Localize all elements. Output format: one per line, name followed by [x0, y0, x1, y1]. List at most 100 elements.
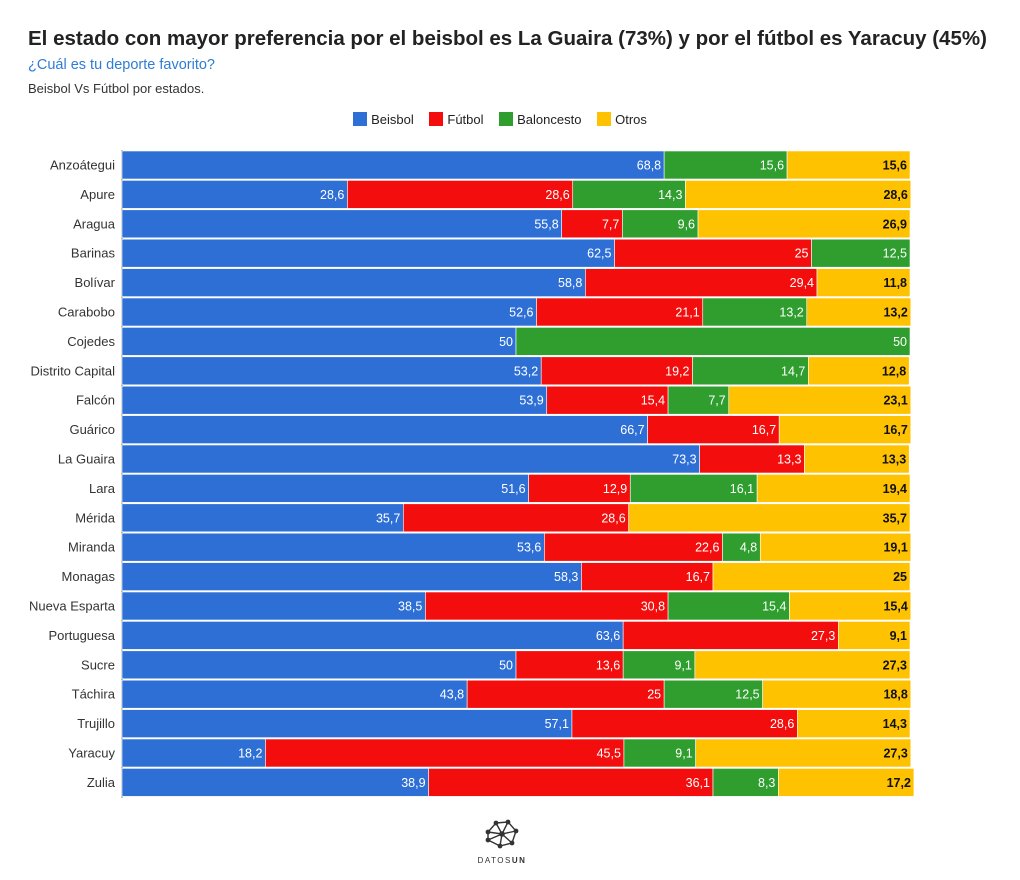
- bar-otros-miranda[interactable]: [759, 532, 912, 562]
- category-label-merida: Mérida: [75, 510, 116, 525]
- bar-otros-la-guaira[interactable]: [804, 444, 910, 474]
- bar-beisbol-barinas[interactable]: [121, 238, 615, 268]
- bar-beisbol-apure[interactable]: [121, 180, 348, 209]
- legend-item-futbol[interactable]: Fútbol: [429, 112, 484, 127]
- bar-futbol-monagas[interactable]: [581, 562, 714, 591]
- data-label-baloncesto-zulia: 8,3: [758, 776, 775, 790]
- bar-futbol-aragua[interactable]: [561, 209, 623, 239]
- data-label-futbol-guarico: 16,7: [752, 423, 776, 437]
- chart-title: El estado con mayor preferencia por el b…: [28, 27, 987, 50]
- bar-futbol-apure[interactable]: [347, 180, 574, 209]
- bar-futbol-la-guaira[interactable]: [699, 444, 805, 474]
- data-label-otros-merida: 35,7: [883, 511, 907, 525]
- legend-item-beisbol[interactable]: Beisbol: [353, 112, 414, 127]
- bar-beisbol-la-guaira[interactable]: [121, 444, 700, 474]
- legend-swatch-baloncesto: [499, 112, 514, 127]
- bar-baloncesto-lara[interactable]: [629, 474, 758, 503]
- bar-otros-lara[interactable]: [756, 474, 911, 503]
- bar-futbol-trujillo[interactable]: [571, 709, 798, 738]
- bar-otros-apure[interactable]: [685, 180, 912, 209]
- bar-futbol-portuguesa[interactable]: [622, 621, 839, 650]
- bar-futbol-nueva-esparta[interactable]: [425, 591, 669, 621]
- bar-futbol-carabobo[interactable]: [536, 297, 704, 327]
- bar-beisbol-anzoategui[interactable]: [121, 150, 665, 180]
- bar-baloncesto-nueva-esparta[interactable]: [667, 591, 790, 621]
- category-label-apure: Apure: [80, 187, 115, 202]
- bar-otros-sucre[interactable]: [694, 650, 911, 680]
- bar-otros-anzoategui[interactable]: [786, 150, 911, 180]
- bar-futbol-distrito-capital[interactable]: [540, 356, 693, 386]
- bar-baloncesto-carabobo[interactable]: [702, 297, 808, 327]
- bar-baloncesto-apure[interactable]: [572, 180, 686, 209]
- logo-text: DATOSUN: [470, 856, 534, 865]
- bar-futbol-zulia[interactable]: [428, 768, 714, 797]
- data-label-otros-anzoategui: 15,6: [883, 159, 907, 173]
- category-label-carabobo: Carabobo: [58, 305, 115, 320]
- data-label-otros-yaracuy: 27,3: [883, 747, 907, 761]
- bar-baloncesto-aragua[interactable]: [622, 209, 699, 239]
- bar-beisbol-carabobo[interactable]: [121, 297, 537, 327]
- bar-beisbol-distrito-capital[interactable]: [121, 356, 542, 386]
- bar-beisbol-monagas[interactable]: [121, 562, 582, 591]
- bar-otros-tachira[interactable]: [762, 679, 912, 709]
- category-label-distrito-capital: Distrito Capital: [30, 363, 115, 378]
- bar-beisbol-falcon[interactable]: [121, 385, 548, 415]
- bar-baloncesto-sucre[interactable]: [622, 650, 696, 680]
- bar-otros-carabobo[interactable]: [806, 297, 912, 327]
- bar-beisbol-merida[interactable]: [121, 503, 404, 533]
- bar-futbol-yaracuy[interactable]: [265, 738, 625, 768]
- bar-otros-portuguesa[interactable]: [837, 621, 911, 650]
- bar-baloncesto-barinas[interactable]: [811, 238, 911, 268]
- bar-baloncesto-yaracuy[interactable]: [623, 738, 696, 768]
- data-label-futbol-falcon: 15,4: [641, 394, 665, 408]
- bar-beisbol-tachira[interactable]: [121, 679, 468, 709]
- bar-otros-guarico[interactable]: [778, 415, 912, 444]
- data-label-baloncesto-sucre: 9,1: [674, 658, 691, 672]
- legend-item-otros[interactable]: Otros: [597, 112, 647, 127]
- bar-otros-falcon[interactable]: [728, 385, 912, 415]
- bar-beisbol-bolivar[interactable]: [121, 268, 586, 297]
- bar-futbol-sucre[interactable]: [515, 650, 624, 680]
- bar-futbol-merida[interactable]: [403, 503, 629, 533]
- bar-otros-nueva-esparta[interactable]: [789, 591, 912, 621]
- bar-futbol-barinas[interactable]: [614, 238, 812, 268]
- bar-beisbol-yaracuy[interactable]: [121, 738, 266, 768]
- data-label-beisbol-zulia: 38,9: [401, 776, 425, 790]
- data-label-otros-miranda: 19,1: [883, 541, 907, 555]
- bar-futbol-bolivar[interactable]: [585, 268, 818, 297]
- data-label-otros-bolivar: 11,8: [883, 276, 907, 290]
- bar-beisbol-lara[interactable]: [121, 474, 529, 503]
- bar-baloncesto-cojedes[interactable]: [515, 327, 911, 356]
- data-label-futbol-bolivar: 29,4: [790, 276, 814, 290]
- category-label-anzoategui: Anzoátegui: [50, 158, 115, 173]
- bar-otros-aragua[interactable]: [697, 209, 911, 239]
- bar-beisbol-zulia[interactable]: [121, 768, 429, 797]
- data-label-futbol-aragua: 7,7: [602, 217, 619, 231]
- bar-futbol-guarico[interactable]: [647, 415, 780, 444]
- bar-otros-merida[interactable]: [628, 503, 911, 533]
- legend-item-baloncesto[interactable]: Baloncesto: [499, 112, 581, 127]
- category-label-barinas: Barinas: [71, 246, 116, 261]
- bar-beisbol-aragua[interactable]: [121, 209, 563, 239]
- bar-beisbol-guarico[interactable]: [121, 415, 648, 444]
- bar-baloncesto-zulia[interactable]: [712, 768, 779, 797]
- bar-beisbol-portuguesa[interactable]: [121, 621, 624, 650]
- bar-beisbol-trujillo[interactable]: [121, 709, 573, 738]
- bar-otros-distrito-capital[interactable]: [808, 356, 910, 386]
- bar-otros-bolivar[interactable]: [816, 268, 911, 297]
- bar-futbol-falcon[interactable]: [546, 385, 669, 415]
- data-label-baloncesto-distrito-capital: 14,7: [781, 364, 805, 378]
- bar-beisbol-miranda[interactable]: [121, 532, 545, 562]
- bar-otros-monagas[interactable]: [712, 562, 911, 591]
- bar-beisbol-nueva-esparta[interactable]: [121, 591, 426, 621]
- data-label-beisbol-falcon: 53,9: [519, 394, 543, 408]
- bar-beisbol-cojedes[interactable]: [121, 327, 517, 356]
- bar-otros-zulia[interactable]: [778, 768, 915, 797]
- category-label-bolivar: Bolívar: [75, 275, 116, 290]
- data-label-beisbol-merida: 35,7: [376, 511, 400, 525]
- bar-futbol-tachira[interactable]: [466, 679, 665, 709]
- bar-otros-trujillo[interactable]: [797, 709, 911, 738]
- bar-beisbol-sucre[interactable]: [121, 650, 517, 680]
- bar-otros-yaracuy[interactable]: [695, 738, 912, 768]
- bar-baloncesto-distrito-capital[interactable]: [692, 356, 809, 386]
